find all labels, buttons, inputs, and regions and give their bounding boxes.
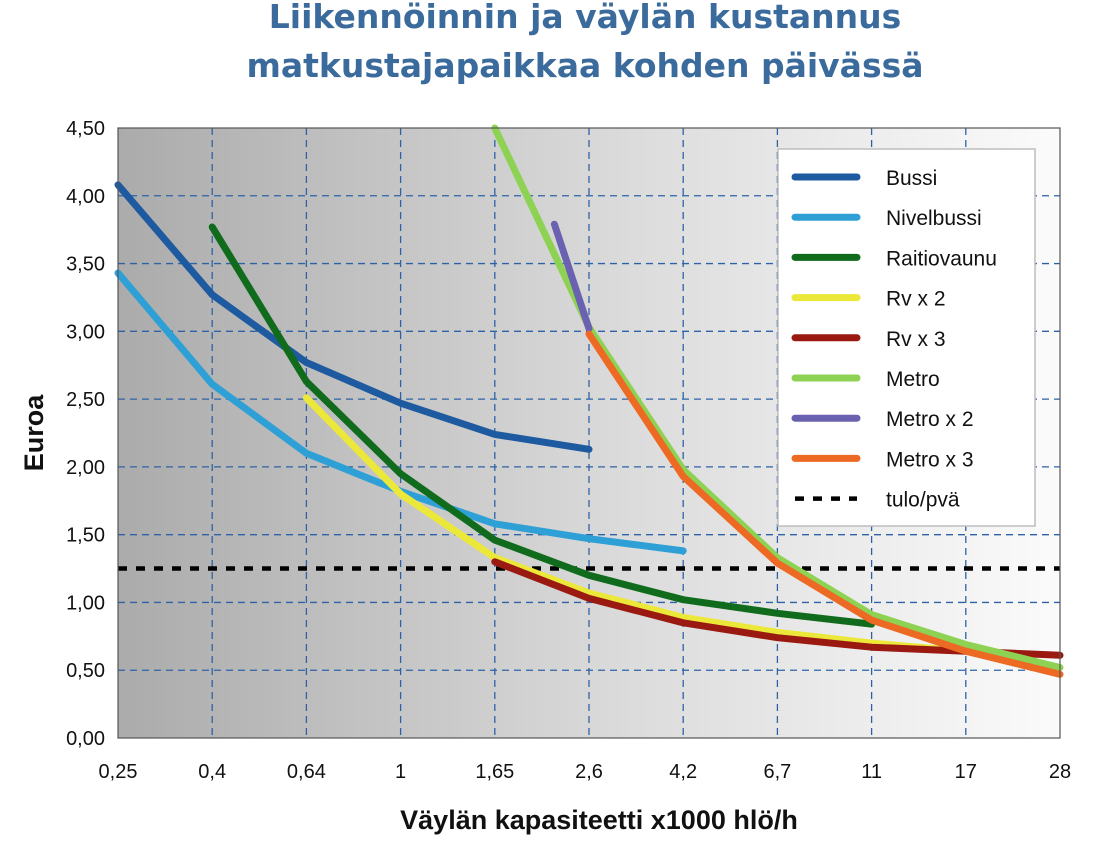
legend: Bussi Nivelbussi Raitiovaunu Rv x 2 Rv x 3 Me… (777, 148, 1036, 527)
y-tick-label: 3,50 (66, 254, 105, 276)
legend-label-raitiovaunu: Raitiovaunu (886, 247, 997, 270)
legend-label-metro-x-2: Metro x 2 (886, 408, 974, 431)
x-tick-label: 1,65 (475, 761, 514, 783)
x-tick-label: 2,6 (575, 761, 603, 783)
y-tick-label: 3,00 (66, 321, 105, 343)
x-tick-label: 0,25 (99, 761, 138, 783)
y-tick-label: 4,00 (66, 186, 105, 208)
y-tick-label: 4,50 (66, 118, 105, 140)
series-line-metro-x-3 (585, 330, 1064, 678)
y-tick-label: 0,00 (66, 728, 105, 750)
series-line-metro-x-2 (550, 220, 593, 333)
series-line-raitiovaunu (208, 223, 876, 628)
x-tick-label: 28 (1049, 761, 1071, 783)
x-tick-label: 6,7 (763, 761, 791, 783)
legend-label-rv-x-2: Rv x 2 (886, 288, 946, 311)
x-tick-label: 17 (955, 761, 977, 783)
y-tick-label: 2,50 (66, 389, 105, 411)
chart-title-line-1: Liikennöinnin ja väylän kustannus (269, 0, 902, 36)
series-layer (114, 124, 1064, 678)
x-tick-label: 0,4 (198, 761, 226, 783)
chart-title-line-2: matkustajapaikkaa kohden päivässä (247, 46, 924, 85)
y-axis-title: Euroa (19, 394, 49, 472)
plot-border (117, 127, 1061, 739)
y-tick-label: 1,50 (66, 525, 105, 547)
series-line-rv-x-2 (302, 394, 970, 655)
y-tick-label: 2,00 (66, 457, 105, 479)
series-line-bussi (114, 181, 593, 453)
x-tick-label: 4,2 (669, 761, 697, 783)
legend-label-rv-x-3: Rv x 3 (886, 328, 946, 351)
x-axis-title: Väylän kapasiteetti x1000 hlö/h (400, 805, 798, 835)
x-tick-label: 11 (861, 761, 882, 783)
x-tick-label: 1 (395, 761, 406, 783)
y-tick-label: 0,50 (66, 660, 105, 682)
legend-label-nivelbussi: Nivelbussi (886, 207, 982, 230)
y-tick-label: 1,00 (66, 592, 105, 614)
y-axis-ticks: 0,00 0,50 1,00 1,50 2,00 2,50 3,00 3,50 4,00 4,50 (66, 118, 105, 750)
x-axis-ticks: 0,25 0,4 0,64 1 1,65 2,6 4,2 6,7 11 17 28 (99, 761, 1072, 783)
legend-label-metro: Metro (886, 368, 940, 391)
legend-label-bussi: Bussi (886, 167, 937, 190)
legend-label-metro-x-3: Metro x 3 (886, 448, 974, 471)
x-tick-label: 0,64 (287, 761, 326, 783)
legend-label-tulo-pv: tulo/pvä (886, 489, 960, 512)
